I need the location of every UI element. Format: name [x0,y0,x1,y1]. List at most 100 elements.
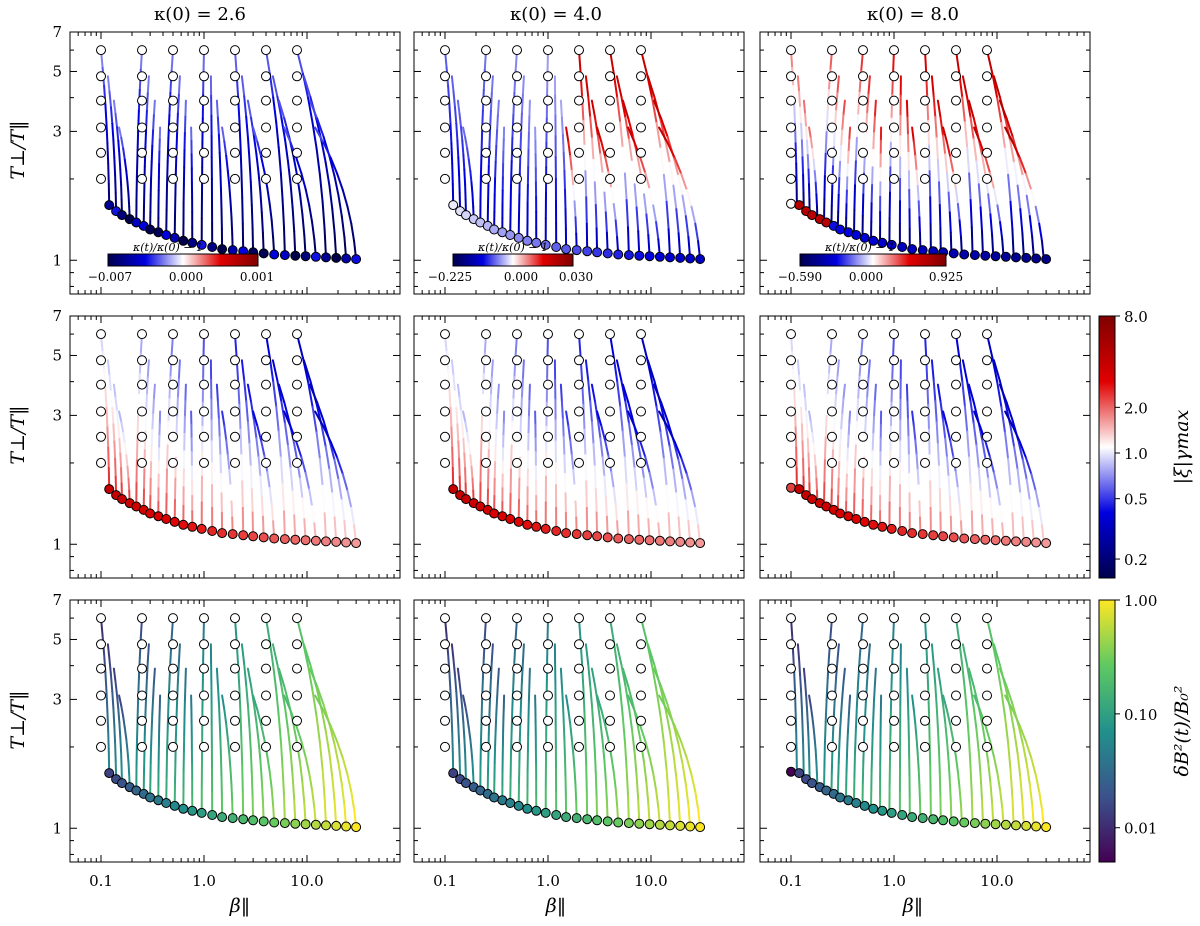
trajectory-segment [125,170,129,184]
trajectory-segment [166,136,170,163]
final-point [1041,254,1052,265]
final-point [948,248,959,259]
trajectory-segment [823,436,827,462]
trajectory-segment [322,709,332,727]
initial-point [858,173,868,184]
final-point [571,529,582,540]
trajectory-segment [655,122,662,150]
trajectory-segment [857,375,861,401]
initial-point [786,71,796,82]
initial-point [920,173,930,184]
trajectory-segment [350,790,356,811]
trajectory-segment [277,146,282,175]
trajectory-segment [270,219,275,239]
trajectory-segment [1017,439,1024,461]
trajectory-segment [495,413,499,431]
trajectory-segment [928,712,931,741]
trajectory-segment [489,376,493,396]
initial-point [605,613,615,624]
trajectory-segment [215,99,219,119]
final-point [928,530,939,541]
trajectory-segment [946,740,950,762]
trajectory-segment [658,694,669,712]
trajectory-segment [832,411,836,433]
trajectory-segment [284,422,289,447]
initial-point [827,690,837,701]
trajectory-segment [939,401,944,421]
trajectory-segment [659,147,665,176]
initial-point [574,379,584,390]
trajectory-segment [183,399,187,418]
trajectory-segment [247,137,251,161]
trajectory-segment [277,714,282,743]
final-point [602,248,613,259]
trajectory-segment [243,95,248,118]
initial-point [96,663,106,674]
final-point [980,250,991,261]
final-point [145,792,156,803]
trajectory-segment [1005,117,1014,139]
trajectory-segment [989,497,994,521]
final-point [851,514,862,524]
trajectory-segment [461,139,465,156]
initial-point [574,715,584,726]
final-point [1021,820,1032,831]
trajectory-segment [666,141,676,159]
trajectory-segment [1011,512,1015,543]
initial-point [920,329,930,340]
trajectory-segment [252,410,259,427]
final-point [613,817,624,828]
trajectory-segment [928,454,932,483]
trajectory-segment [996,97,1003,124]
trajectory-segment [259,191,263,214]
initial-point [440,406,450,417]
trajectory-segment [292,438,298,460]
trajectory-segment [120,751,123,769]
trajectory-segment [311,789,316,809]
final-point [561,812,572,823]
initial-point [636,613,646,624]
initial-point [889,329,899,340]
trajectory-segment [966,95,972,119]
trajectory-segment [281,199,285,229]
trajectory-segment [106,643,111,661]
initial-point [440,122,450,133]
trajectory-segment [567,140,572,157]
initial-point [512,741,522,752]
trajectory-segment [220,472,223,495]
trajectory-segment [1013,445,1019,471]
trajectory-segment [299,477,304,500]
trajectory-segment [655,690,662,718]
trajectory-segment [462,154,466,171]
final-point [227,245,238,256]
trajectory-segment [984,724,991,742]
trajectory-segment [105,406,109,429]
panel-r1-c3 [759,31,1091,295]
trajectory-segment [615,643,623,666]
trajectory-segment [942,418,947,440]
trajectory-segment [628,706,633,731]
trajectory-segment [914,154,918,172]
trajectory-segment [838,444,842,464]
trajectory-segment [287,160,292,186]
trajectory-segment [520,661,524,683]
trajectory-segment [270,787,275,807]
trajectory-segment [804,680,808,697]
trajectory-segment [279,172,284,201]
trajectory-segment [471,193,475,208]
initial-point [858,147,868,158]
final-point [290,534,301,545]
trajectory-segment [1038,506,1043,527]
trajectory-segment [804,396,808,413]
trajectory-segment [837,477,840,497]
initial-point [605,71,615,82]
trajectory-segment [226,453,231,471]
initial-point [230,715,240,726]
trajectory-segment [968,740,972,769]
trajectory-segment [836,643,840,663]
trajectory-segment [949,155,955,174]
trajectory-segment [106,710,110,733]
trajectory-segment [672,439,680,461]
initial-point [199,45,209,56]
